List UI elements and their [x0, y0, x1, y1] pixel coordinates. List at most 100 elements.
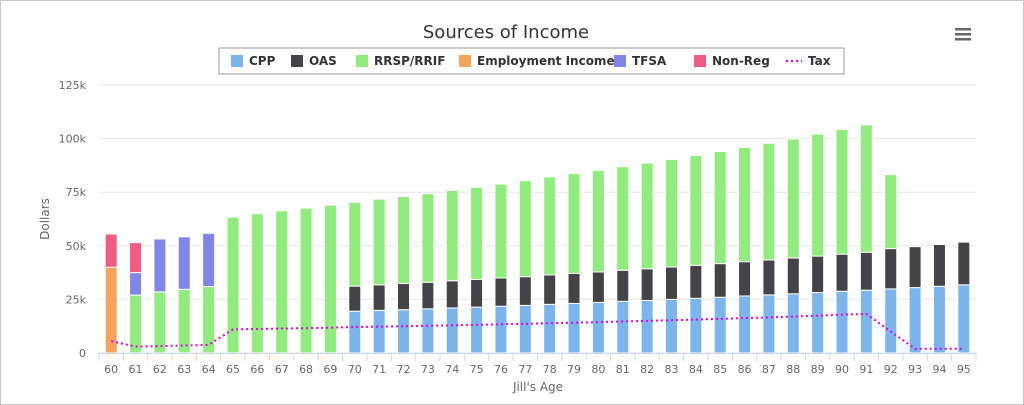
bar-cpp[interactable] [908, 287, 922, 354]
bar-oas[interactable] [908, 246, 922, 289]
bar-oas[interactable] [494, 277, 508, 307]
bar-rrsp-rrif[interactable] [202, 286, 216, 354]
bar-oas[interactable] [421, 281, 435, 310]
bar-cpp[interactable] [567, 302, 581, 354]
bar-cpp[interactable] [591, 301, 605, 354]
bar-cpp[interactable] [445, 307, 459, 354]
bar-oas[interactable] [616, 269, 630, 302]
bar-rrsp-rrif[interactable] [445, 189, 459, 282]
bar-cpp[interactable] [932, 285, 946, 354]
bar-cpp[interactable] [664, 298, 678, 354]
bar-non-reg[interactable] [104, 233, 118, 268]
bar-cpp[interactable] [494, 305, 508, 354]
bar-rrsp-rrif[interactable] [738, 146, 752, 263]
bar-cpp[interactable] [421, 308, 435, 354]
bar-rrsp-rrif[interactable] [153, 291, 167, 354]
bar-cpp[interactable] [640, 299, 654, 354]
bar-cpp[interactable] [348, 310, 362, 354]
bar-cpp[interactable] [518, 304, 532, 354]
bar-oas[interactable] [932, 244, 946, 287]
tax-line-path[interactable] [110, 312, 964, 350]
bar-rrsp-rrif[interactable] [811, 133, 825, 257]
bar-oas[interactable] [835, 253, 849, 292]
bar-oas[interactable] [372, 284, 386, 311]
bar-oas[interactable] [567, 272, 581, 304]
bar-rrsp-rrif[interactable] [762, 142, 776, 261]
bar-cpp[interactable] [859, 289, 873, 354]
x-tick-label: 85 [713, 363, 727, 376]
bar-rrsp-rrif[interactable] [323, 204, 337, 354]
bar-oas[interactable] [811, 255, 825, 294]
bar-cpp[interactable] [713, 296, 727, 354]
bar-cpp[interactable] [372, 309, 386, 354]
bar-oas[interactable] [470, 278, 484, 308]
legend-item-employment-income[interactable]: Employment Income [459, 54, 615, 68]
bar-rrsp-rrif[interactable] [616, 166, 630, 271]
legend-item-rrsp-rrif[interactable]: RRSP/RRIF [356, 54, 445, 68]
bar-oas[interactable] [664, 266, 678, 300]
bar-oas[interactable] [713, 263, 727, 298]
bar-rrsp-rrif[interactable] [494, 183, 508, 279]
bar-rrsp-rrif[interactable] [713, 150, 727, 265]
legend-item-non-reg[interactable]: Non-Reg [694, 54, 770, 68]
bar-tfsa[interactable] [153, 238, 167, 293]
bar-rrsp-rrif[interactable] [664, 158, 678, 268]
bar-tfsa[interactable] [177, 236, 191, 290]
bar-cpp[interactable] [835, 290, 849, 354]
bar-cpp[interactable] [689, 297, 703, 354]
bar-cpp[interactable] [786, 293, 800, 354]
bar-oas[interactable] [738, 261, 752, 297]
bar-rrsp-rrif[interactable] [884, 174, 898, 250]
bar-cpp[interactable] [616, 300, 630, 354]
bar-rrsp-rrif[interactable] [421, 193, 435, 283]
bar-oas[interactable] [762, 259, 776, 296]
bar-oas[interactable] [397, 283, 411, 311]
bar-rrsp-rrif[interactable] [567, 173, 581, 274]
bar-oas[interactable] [518, 276, 532, 306]
bar-rrsp-rrif[interactable] [518, 180, 532, 278]
bar-employment-income[interactable] [104, 266, 118, 354]
bar-cpp[interactable] [957, 284, 971, 354]
bar-cpp[interactable] [397, 309, 411, 354]
bar-rrsp-rrif[interactable] [250, 213, 264, 354]
bar-rrsp-rrif[interactable] [591, 169, 605, 273]
bar-cpp[interactable] [543, 303, 557, 354]
bar-oas[interactable] [957, 241, 971, 286]
bar-non-reg[interactable] [129, 242, 143, 274]
bar-rrsp-rrif[interactable] [689, 155, 703, 266]
bar-oas[interactable] [859, 251, 873, 291]
bar-oas[interactable] [445, 280, 459, 309]
bar-oas[interactable] [786, 257, 800, 295]
bar-rrsp-rrif[interactable] [299, 207, 313, 354]
bar-rrsp-rrif[interactable] [543, 176, 557, 276]
bar-oas[interactable] [591, 271, 605, 303]
bar-cpp[interactable] [738, 295, 752, 354]
legend-item-oas[interactable]: OAS [291, 54, 337, 68]
legend-item-cpp[interactable]: CPP [231, 54, 276, 68]
bar-oas[interactable] [640, 268, 654, 301]
bar-cpp[interactable] [762, 294, 776, 354]
bar-rrsp-rrif[interactable] [275, 210, 289, 354]
bar-rrsp-rrif[interactable] [372, 198, 386, 286]
bar-tfsa[interactable] [202, 232, 216, 288]
bar-rrsp-rrif[interactable] [786, 138, 800, 259]
bar-oas[interactable] [884, 248, 898, 290]
legend-item-tfsa[interactable]: TFSA [614, 54, 667, 68]
bar-rrsp-rrif[interactable] [177, 288, 191, 354]
hamburger-menu-icon[interactable] [951, 24, 975, 44]
bar-rrsp-rrif[interactable] [348, 201, 362, 287]
bar-cpp[interactable] [470, 306, 484, 354]
bar-rrsp-rrif[interactable] [835, 128, 849, 255]
bar-oas[interactable] [689, 264, 703, 299]
bar-rrsp-rrif[interactable] [640, 162, 654, 270]
bar-rrsp-rrif[interactable] [859, 124, 873, 253]
bar-rrsp-rrif[interactable] [397, 195, 411, 285]
bar-tfsa[interactable] [129, 272, 143, 296]
bar-oas[interactable] [543, 274, 557, 305]
bar-oas[interactable] [348, 285, 362, 312]
bar-cpp[interactable] [811, 292, 825, 354]
legend-item-tax[interactable]: Tax [786, 54, 831, 68]
bar-rrsp-rrif[interactable] [129, 294, 143, 354]
bar-cpp[interactable] [884, 288, 898, 354]
bar-rrsp-rrif[interactable] [470, 186, 484, 280]
